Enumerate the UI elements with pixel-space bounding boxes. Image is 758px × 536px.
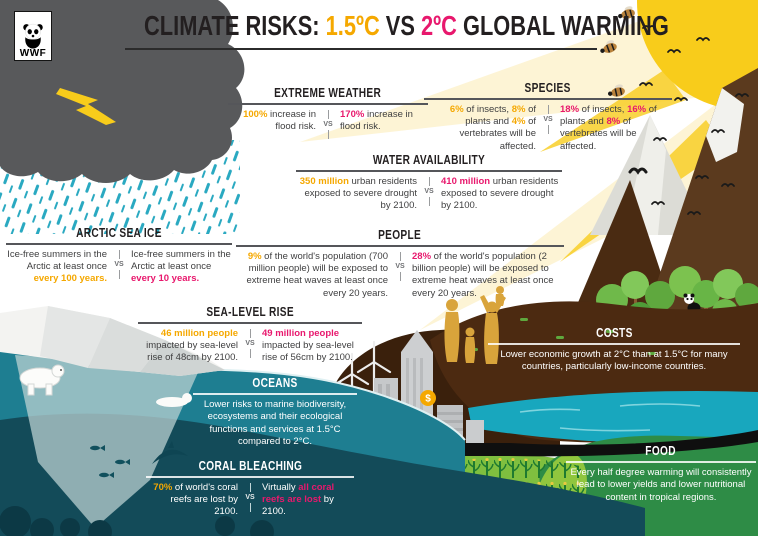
heading-rule [424,98,672,100]
panel-oceans: OCEANS Lower risks to marine biodiversit… [193,374,357,449]
panel-text: Lower economic growth at 2°C than at 1.5… [500,348,728,373]
heading-rule [296,170,562,172]
coral-silhouette [0,506,274,536]
birds-icon [628,25,749,216]
panel-food: FOOD Every half degree warming will cons… [566,442,756,504]
section-sea-level-rise: SEA-LEVEL RISE 46 million people impacte… [138,303,362,365]
heading-rule [236,245,564,247]
section-heading: SEA-LEVEL RISE [206,304,294,319]
river [468,390,758,444]
coin-icon: $ [420,390,436,406]
panel-costs: COSTS Lower economic growth at 2°C than … [488,324,740,374]
vs-divider: VS [392,251,408,281]
dolphin-icon [152,441,188,464]
iceberg [0,306,225,376]
scenario-2c-text: 28% of the world's population (2 billion… [412,250,554,299]
section-heading: CORAL BLEACHING [198,458,302,473]
swimming-bear-icon [156,393,192,407]
panel-heading: OCEANS [252,375,298,390]
heading-rule [228,103,428,105]
section-arctic-sea-ice: ARCTIC SEA ICE Ice-free summers in the A… [6,224,232,286]
scenario-1-5c-text: 70% of world's coral reefs are lost by 2… [153,481,238,518]
storm-cloud-icon [0,0,245,183]
heading-rule [138,322,362,324]
page-title-wrap: CLIMATE RISKS: 1.5ºC VS 2ºC GLOBAL WARMI… [70,10,669,42]
panel-text: Lower risks to marine biodiversity, ecos… [203,398,347,448]
page-title: CLIMATE RISKS: 1.5ºC VS 2ºC GLOBAL WARMI… [144,10,669,41]
polar-bear-icon [19,364,65,396]
scenario-2c-text: Ice-free summers in the Arctic at least … [131,248,231,285]
vs-divider: VS [242,328,258,358]
section-heading: EXTREME WEATHER [274,85,382,100]
heading-rule [566,461,756,463]
scenario-1-5c-text: 350 million urban residents exposed to s… [299,175,417,212]
wwf-logo: WWF [14,11,52,61]
vs-divider: VS [242,482,258,512]
vs-divider: VS [320,109,336,139]
title-underline [125,48,597,50]
svg-text:$: $ [425,394,431,405]
section-extreme-weather: EXTREME WEATHER 100% increase in flood r… [228,84,428,139]
bee-icon [600,6,635,97]
iceberg-underwater [15,355,200,528]
scenario-2c-text: 170% increase in flood risk. [340,108,413,132]
scenario-2c-text: 49 million people impacted by sea-level … [262,327,354,364]
panel-heading: COSTS [595,325,633,340]
scenario-1-5c-text: 100% increase in flood risk. [243,108,316,132]
fish-icon [90,445,130,478]
lightning-icon [56,88,116,125]
heading-rule [193,393,357,395]
section-people: PEOPLE 9% of the world's population (700… [236,226,564,300]
family-silhouette [444,286,506,364]
heading-rule [146,476,354,478]
vs-divider: VS [421,176,437,206]
scenario-1-5c-text: 9% of the world's population (700 millio… [246,250,388,299]
scenario-1-5c-text: 6% of insects, 8% of plants and 4% of ve… [449,103,536,152]
scenario-2c-text: 18% of insects, 16% of plants and 8% of … [560,103,657,152]
section-heading: ARCTIC SEA ICE [76,225,162,240]
panel-text: Every half degree warming will consisten… [570,466,752,503]
scenario-1-5c-text: 46 million people impacted by sea-level … [146,327,238,364]
scenario-2c-text: 410 million urban residents exposed to s… [441,175,559,212]
panel-heading: FOOD [645,443,677,458]
heading-rule [6,243,232,245]
panda-logo-icon [23,23,43,49]
section-water-availability: WATER AVAILABILITY 350 million urban res… [296,151,562,213]
section-species: SPECIES 6% of insects, 8% of plants and … [424,79,672,153]
section-heading: SPECIES [524,80,572,95]
section-heading: WATER AVAILABILITY [372,152,486,167]
section-coral-bleaching: CORAL BLEACHING 70% of world's coral ree… [146,457,354,519]
vs-divider: VS [111,249,127,279]
scenario-1-5c-text: Ice-free summers in the Arctic at least … [7,248,107,285]
section-heading: PEOPLE [378,227,422,242]
vs-divider: VS [540,104,556,134]
heading-rule [488,343,740,345]
scenario-2c-text: Virtually all coral reefs are lost by 21… [262,481,335,518]
wwf-wordmark: WWF [19,48,47,59]
